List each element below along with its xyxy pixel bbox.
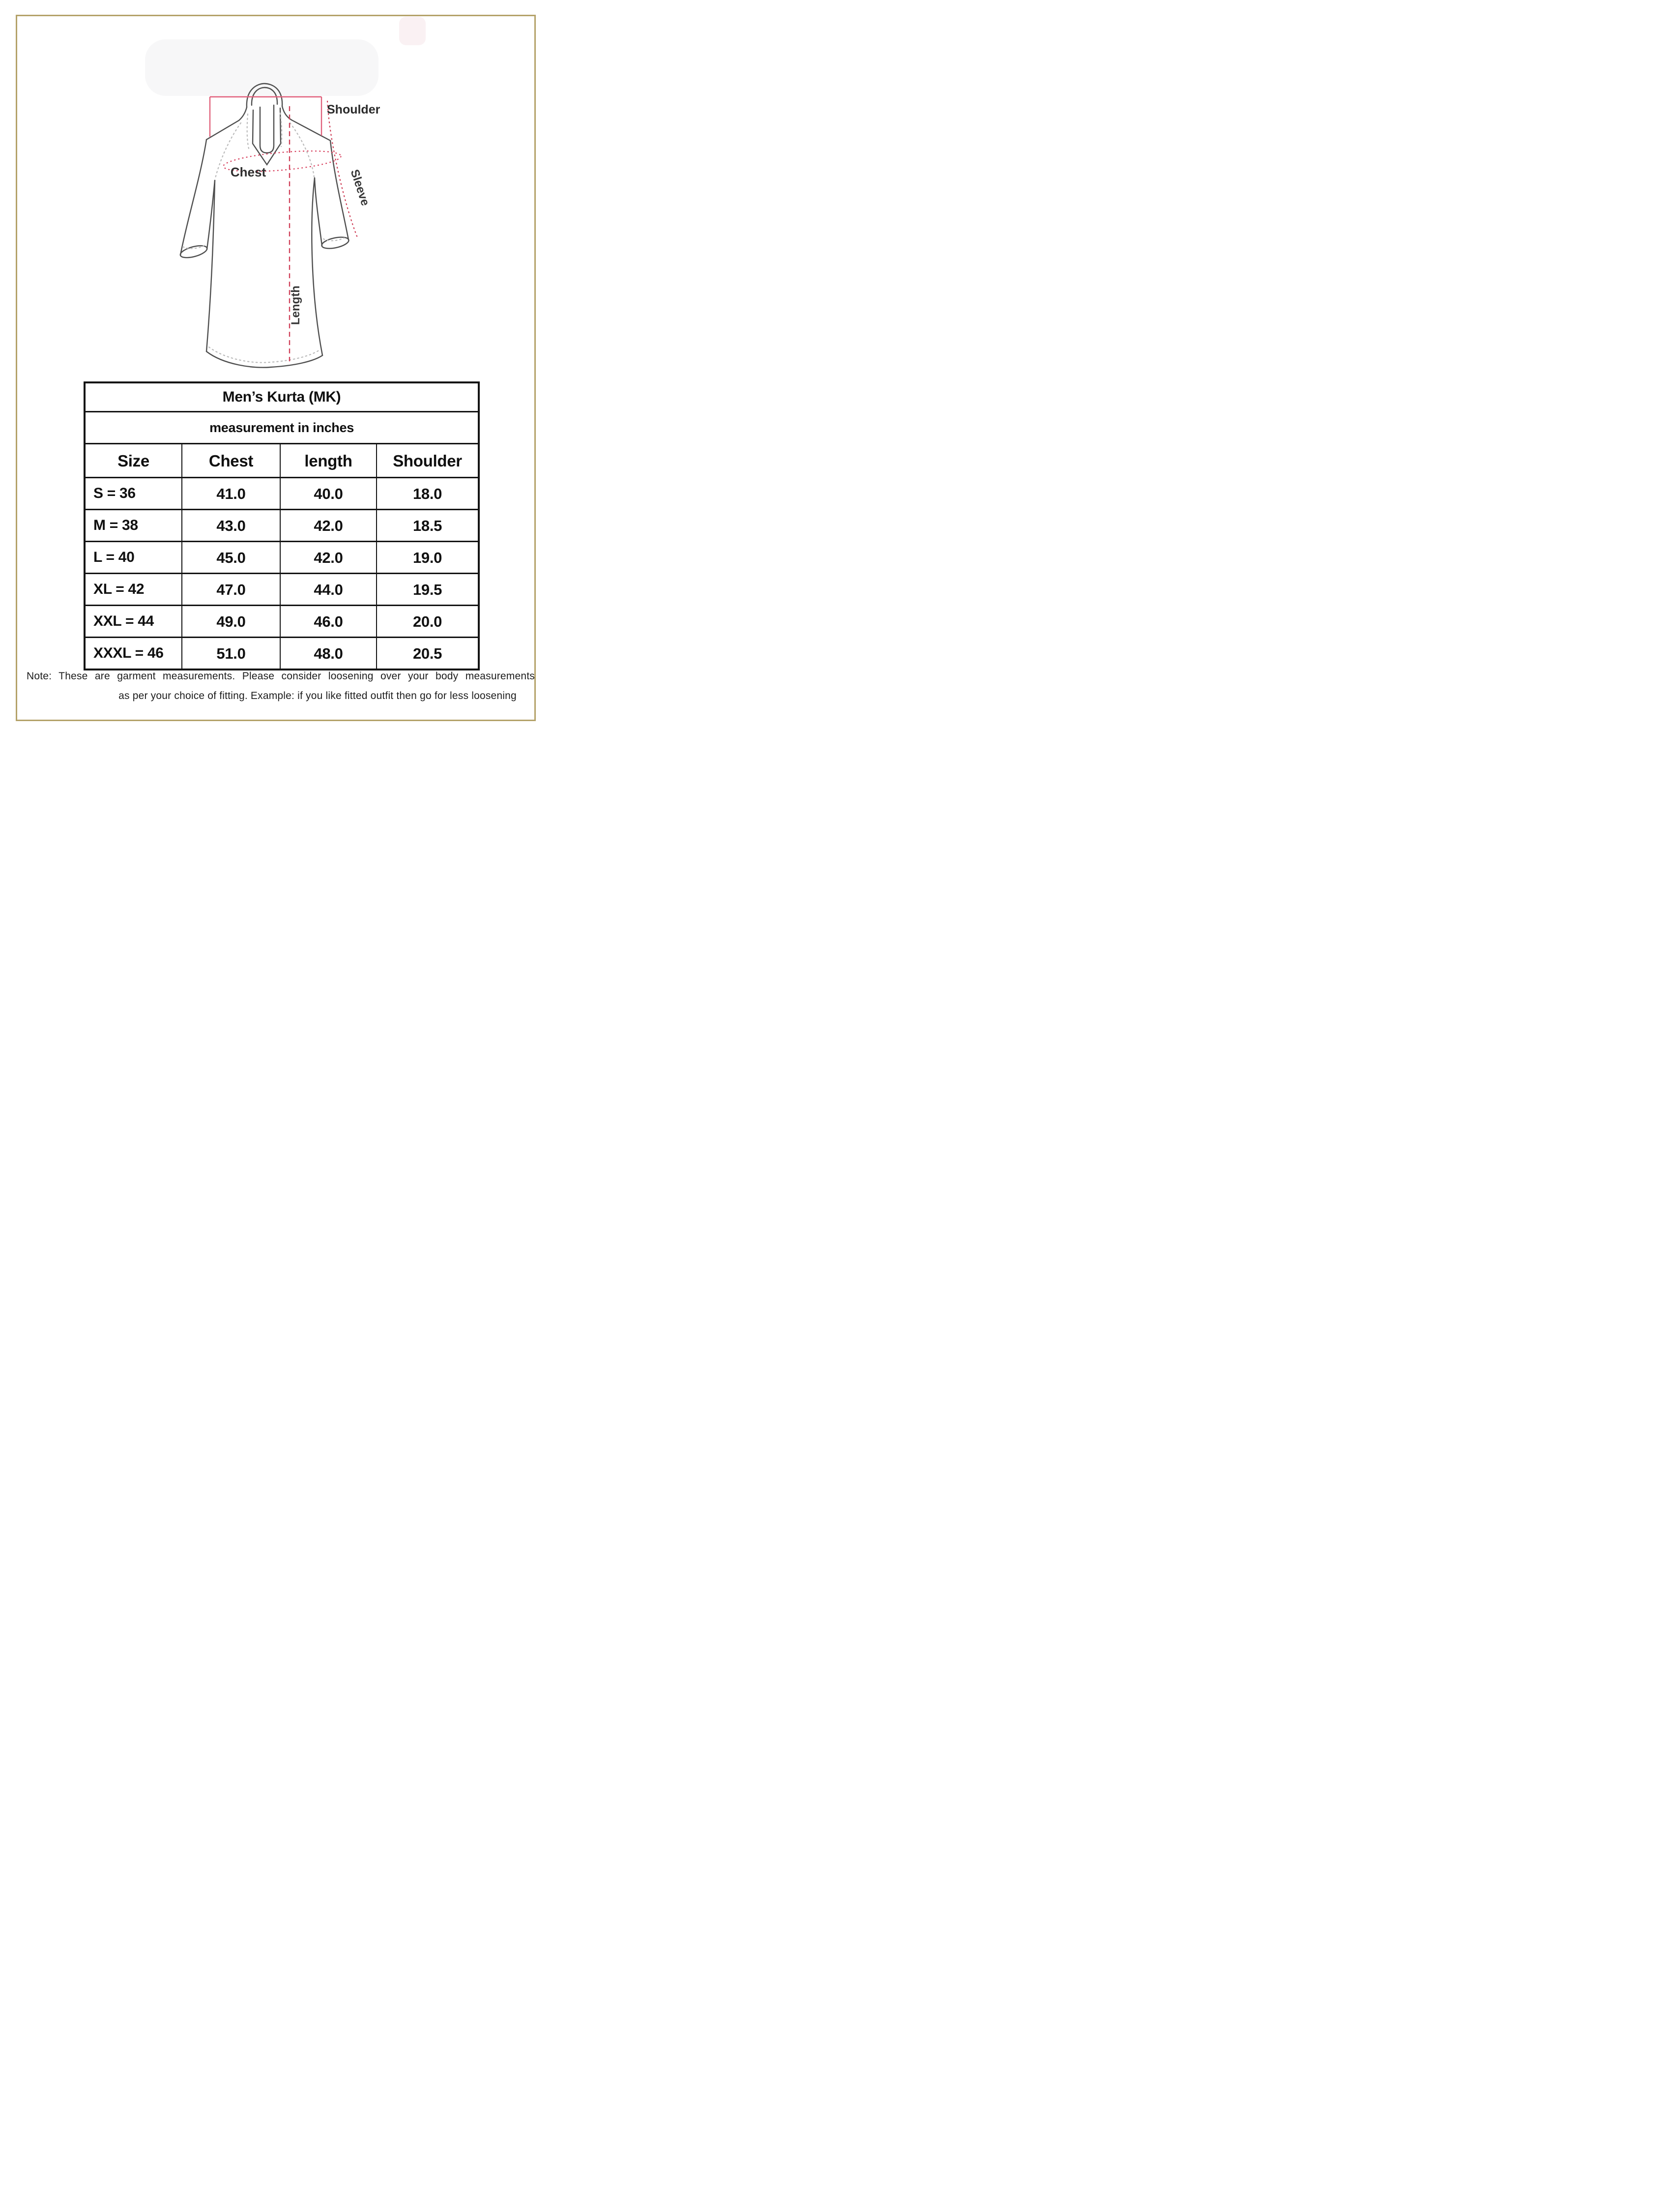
note-line-1: Note: These are garment measurements. Pl… xyxy=(27,670,535,682)
cell-length: 42.0 xyxy=(280,541,377,574)
cell-length: 46.0 xyxy=(280,605,377,638)
cell-size: L = 40 xyxy=(84,541,182,574)
column-header-size: Size xyxy=(84,443,182,478)
cell-shoulder: 19.5 xyxy=(376,573,480,606)
cell-size: XXXL = 46 xyxy=(84,637,182,670)
size-chart-page: Shoulder Chest Length Sleeve Men’s Kurta… xyxy=(0,0,553,737)
table-row: L = 40 45.0 42.0 19.0 xyxy=(84,541,480,574)
measurement-lines xyxy=(209,96,358,361)
cell-shoulder: 18.0 xyxy=(376,477,480,510)
table-row: S = 36 41.0 40.0 18.0 xyxy=(84,477,480,510)
cell-chest: 51.0 xyxy=(181,637,281,670)
cell-length: 40.0 xyxy=(280,477,377,510)
cell-shoulder: 20.0 xyxy=(376,605,480,638)
shoulder-label: Shoulder xyxy=(327,103,380,116)
table-row: XL = 42 47.0 44.0 19.5 xyxy=(84,573,480,606)
table-row: M = 38 43.0 42.0 18.5 xyxy=(84,509,480,542)
cell-size: S = 36 xyxy=(84,477,182,510)
table-subtitle: measurement in inches xyxy=(84,411,480,444)
cell-size: XXL = 44 xyxy=(84,605,182,638)
cell-shoulder: 19.0 xyxy=(376,541,480,574)
cell-chest: 45.0 xyxy=(181,541,281,574)
cell-chest: 43.0 xyxy=(181,509,281,542)
length-label: Length xyxy=(289,286,302,325)
column-header-chest: Chest xyxy=(181,443,281,478)
sleeve-label: Sleeve xyxy=(348,168,372,207)
column-header-shoulder: Shoulder xyxy=(376,443,480,478)
column-header-length: length xyxy=(280,443,377,478)
cell-chest: 41.0 xyxy=(181,477,281,510)
chest-label: Chest xyxy=(231,165,266,179)
cell-length: 42.0 xyxy=(280,509,377,542)
table-header-row: Size Chest length Shoulder xyxy=(84,443,480,478)
size-chart-table: Men’s Kurta (MK) measurement in inches S… xyxy=(84,381,480,670)
cell-chest: 49.0 xyxy=(181,605,281,638)
kurta-outline xyxy=(179,83,349,368)
table-title: Men’s Kurta (MK) xyxy=(84,381,480,412)
cell-shoulder: 20.5 xyxy=(376,637,480,670)
table-subtitle-row: measurement in inches xyxy=(84,411,480,444)
cell-length: 44.0 xyxy=(280,573,377,606)
garment-note: Note: These are garment measurements. Pl… xyxy=(27,667,535,706)
cell-chest: 47.0 xyxy=(181,573,281,606)
kurta-measurement-diagram: Shoulder Chest Length Sleeve xyxy=(179,83,380,368)
background-watermark-blob xyxy=(145,39,378,96)
cell-size: XL = 42 xyxy=(84,573,182,606)
background-smudge xyxy=(399,17,426,45)
cell-length: 48.0 xyxy=(280,637,377,670)
size-chart-table-container: Men’s Kurta (MK) measurement in inches S… xyxy=(84,381,480,670)
note-line-2: as per your choice of fitting. Example: … xyxy=(118,690,517,701)
cell-size: M = 38 xyxy=(84,509,182,542)
stitch-dotted-lines xyxy=(182,112,345,363)
cell-shoulder: 18.5 xyxy=(376,509,480,542)
table-row: XXXL = 46 51.0 48.0 20.5 xyxy=(84,637,480,670)
table-title-row: Men’s Kurta (MK) xyxy=(84,381,480,412)
table-row: XXL = 44 49.0 46.0 20.0 xyxy=(84,605,480,638)
